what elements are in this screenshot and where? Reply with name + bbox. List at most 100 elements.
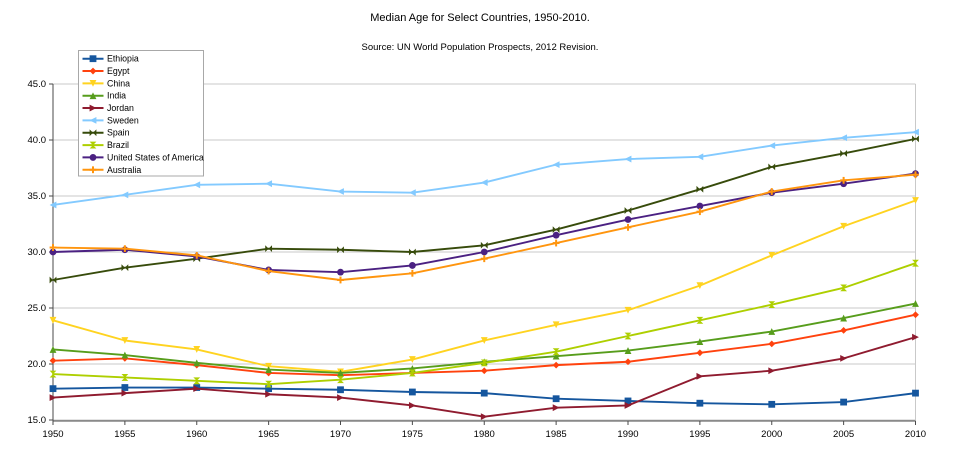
legend-item-egypt: Egypt <box>82 66 130 76</box>
data-point-marker <box>552 321 560 329</box>
data-point-marker <box>480 241 488 249</box>
data-point-marker <box>49 385 57 393</box>
data-point-marker <box>624 306 632 314</box>
data-point-marker <box>193 181 201 189</box>
data-point-marker <box>912 389 919 397</box>
data-point-marker <box>768 163 776 171</box>
legend-item-spain: Spain <box>82 128 130 138</box>
x-axis-label: 2005 <box>833 429 854 440</box>
legend-swatch-marker <box>89 141 97 149</box>
legend-label: Egypt <box>107 66 130 76</box>
data-point-marker <box>768 328 776 335</box>
x-axis-label: 1950 <box>42 429 63 440</box>
data-point-marker <box>265 380 273 388</box>
data-point-marker <box>912 333 919 341</box>
data-point-marker <box>552 161 560 169</box>
data-point-marker <box>49 357 57 365</box>
data-point-marker <box>121 351 129 359</box>
data-point-marker <box>624 155 632 163</box>
x-axis-label: 1990 <box>617 429 638 440</box>
series-sweden <box>49 128 919 209</box>
legend-label: Sweden <box>107 115 139 125</box>
legend-item-ethiopia: Ethiopia <box>82 54 139 64</box>
data-point-marker <box>480 389 488 397</box>
data-point-marker <box>552 395 560 403</box>
data-point-marker <box>912 128 919 136</box>
data-point-marker <box>408 369 416 377</box>
data-point-marker <box>840 327 848 334</box>
series-brazil <box>49 259 919 388</box>
data-point-marker <box>480 337 488 344</box>
data-point-marker <box>265 180 273 188</box>
legend-label: Jordan <box>107 103 134 113</box>
data-point-marker <box>696 202 704 210</box>
legend-swatch-marker <box>89 67 97 75</box>
data-point-marker <box>624 397 632 405</box>
data-point-marker <box>552 231 560 239</box>
series-china <box>49 197 919 376</box>
data-point-marker <box>696 349 704 357</box>
series-jordan <box>49 333 919 421</box>
data-point-marker <box>49 276 57 284</box>
legend-label: Spain <box>107 128 130 138</box>
data-point-marker <box>840 355 848 362</box>
data-point-marker <box>408 262 416 269</box>
series-australia <box>49 171 919 284</box>
data-point-marker <box>696 399 704 407</box>
y-axis-label: 30.0 <box>28 247 47 258</box>
data-point-marker <box>121 384 129 391</box>
legend-item-sweden: Sweden <box>82 115 139 125</box>
data-point-marker <box>624 402 632 409</box>
legend-label: Ethiopia <box>107 54 139 64</box>
data-point-marker <box>193 359 201 367</box>
data-point-marker <box>265 366 273 373</box>
data-point-marker <box>840 150 848 157</box>
data-point-marker <box>265 245 273 253</box>
data-point-marker <box>696 372 704 380</box>
data-point-marker <box>121 191 129 199</box>
data-point-marker <box>552 352 560 360</box>
data-point-marker <box>696 282 704 289</box>
data-point-marker <box>337 188 344 195</box>
y-axis-label: 25.0 <box>28 303 47 314</box>
data-point-marker <box>552 226 560 233</box>
data-point-marker <box>624 358 632 366</box>
data-point-marker <box>624 332 632 340</box>
legend-item-united-states-of-america: United States of America <box>82 152 204 162</box>
data-point-marker <box>768 340 776 348</box>
x-axis-label: 1965 <box>258 429 279 440</box>
legend-item-australia: Australia <box>82 165 141 175</box>
data-point-marker <box>193 377 201 385</box>
data-point-marker <box>265 385 273 393</box>
data-point-marker <box>912 259 919 267</box>
data-point-marker <box>552 348 560 356</box>
legend-item-brazil: Brazil <box>82 140 129 150</box>
data-point-marker <box>408 402 416 409</box>
chart-subtitle: Source: UN World Population Prospects, 2… <box>362 42 599 53</box>
data-point-marker <box>552 404 560 412</box>
legend-swatch-marker <box>89 104 97 112</box>
data-point-marker <box>768 251 776 259</box>
y-axis-label: 35.0 <box>28 191 47 202</box>
data-point-marker <box>480 367 488 375</box>
axis-layer: 15.0 20.0 25.0 30.0 35.0 40.0 45.0 1950 1955 1960… <box>28 79 927 440</box>
data-point-marker <box>480 359 488 367</box>
data-point-marker <box>49 201 57 209</box>
data-point-marker <box>624 207 632 214</box>
data-point-marker <box>408 388 416 396</box>
data-point-marker <box>696 338 704 345</box>
legend-item-india: India <box>82 91 126 101</box>
data-point-marker <box>121 264 129 272</box>
legend-swatch-marker <box>89 55 97 63</box>
legend-swatch-marker <box>89 92 97 100</box>
data-point-marker <box>408 356 416 363</box>
legend: Ethiopia Egypt China India Jordan Sweden Spain… <box>78 50 204 177</box>
data-point-marker <box>480 248 488 256</box>
x-axis-label: 1995 <box>689 429 710 440</box>
data-point-marker <box>480 179 488 186</box>
y-axis-label: 20.0 <box>28 359 47 370</box>
y-axis-label: 15.0 <box>28 415 47 426</box>
data-point-marker <box>840 284 848 292</box>
data-point-marker <box>337 246 344 254</box>
